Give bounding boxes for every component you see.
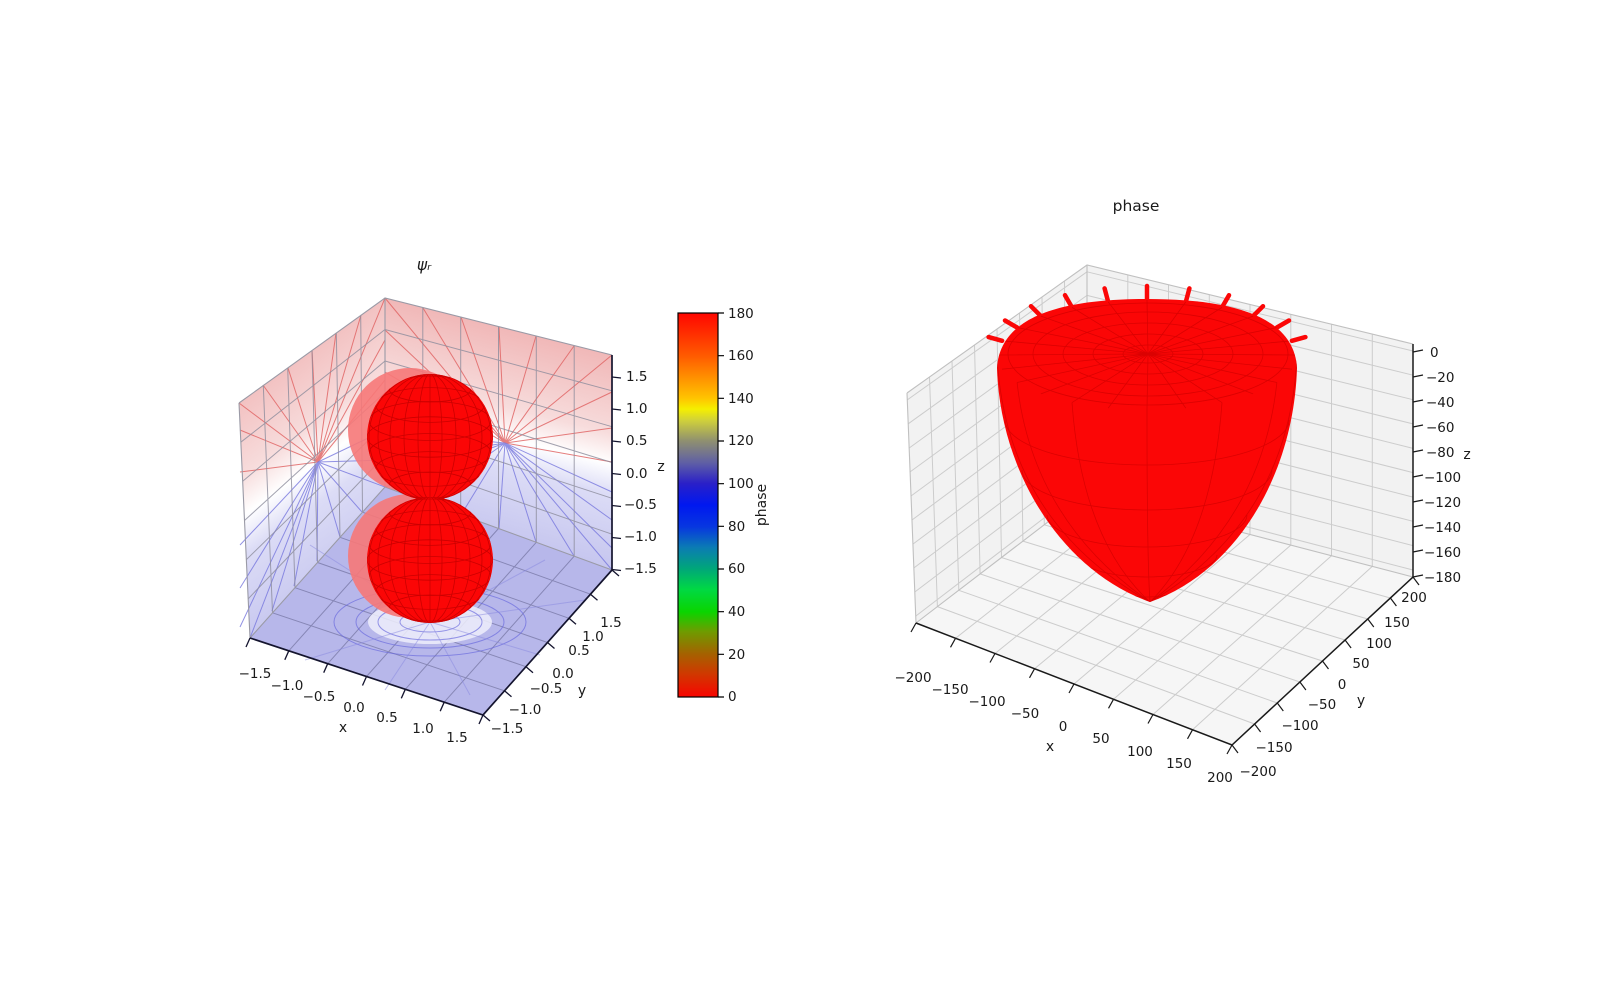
tick-label: 150	[1166, 756, 1192, 772]
tick-label: 0.5	[568, 643, 589, 659]
tick-label: −150	[931, 682, 968, 698]
tick-label: 1.5	[446, 730, 467, 746]
tick-label: −0.5	[530, 681, 563, 697]
left-plot-z-ticks	[611, 376, 622, 572]
tick-label: −50	[1308, 697, 1337, 713]
tick-label: 0	[1059, 719, 1068, 735]
tick-label: 180	[728, 306, 754, 322]
tick-label: 60	[728, 561, 745, 577]
tick-label: −200	[1239, 764, 1276, 780]
phase-bowl-rim-spikes	[986, 283, 1308, 344]
tick-label: −1.0	[509, 702, 542, 718]
right-plot: phase −200 −150 −100 −50 0 50 100 150 20…	[894, 197, 1470, 786]
tick-label: −80	[1426, 445, 1455, 461]
right-plot-xticklabels: −200 −150 −100 −50 0 50 100 150 200	[894, 670, 1232, 786]
tick-label: −0.5	[624, 497, 657, 513]
right-plot-zlabel: z	[1463, 447, 1470, 463]
right-plot-zticklabels: 0 −20 −40 −60 −80 −100 −120 −140 −160 −1…	[1424, 345, 1461, 586]
tick-label: 1.0	[626, 401, 647, 417]
tick-label: 200	[1207, 770, 1233, 786]
tick-label: 100	[1127, 744, 1153, 760]
right-plot-spines	[910, 344, 1424, 755]
right-plot-xlabel: x	[1046, 739, 1054, 755]
tick-label: −20	[1426, 370, 1455, 386]
tick-label: 0.0	[343, 700, 364, 716]
tick-label: 120	[728, 433, 754, 449]
tick-label: 20	[728, 647, 745, 663]
colorbar: 0 20 40 60 80 100 120 140 160 180 phase	[677, 306, 770, 705]
left-plot-yticklabels: −1.5 −1.0 −0.5 0.0 0.5 1.0 1.5	[491, 615, 622, 737]
tick-label: −140	[1424, 520, 1461, 536]
tick-label: −1.0	[624, 529, 657, 545]
tick-label: −100	[1424, 470, 1461, 486]
tick-label: −100	[1281, 718, 1318, 734]
tick-label: −120	[1424, 495, 1461, 511]
tick-label: 0	[1430, 345, 1439, 361]
right-plot-title: phase	[1113, 197, 1160, 215]
tick-label: 40	[728, 604, 745, 620]
tick-label: −0.5	[303, 689, 336, 705]
right-plot-surface-phase	[986, 283, 1308, 602]
tick-label: 50	[1092, 731, 1109, 747]
tick-label: 1.0	[582, 629, 603, 645]
left-plot: ψᵣ −1.5 −1.0 −0.5 0.0 0.5 1.0 1.5 x −1.5…	[238, 256, 665, 746]
tick-label: 80	[728, 519, 745, 535]
colorbar-label: phase	[754, 484, 770, 526]
tick-label: −150	[1255, 740, 1292, 756]
right-floor-grid	[937, 502, 1391, 731]
tick-label: −1.5	[624, 561, 657, 577]
tick-label: 160	[728, 348, 754, 364]
right-plot-z-ticks	[1412, 349, 1424, 578]
left-plot-xticklabels: −1.5 −1.0 −0.5 0.0 0.5 1.0 1.5	[239, 666, 468, 746]
right-plot-x-ticks	[910, 622, 1233, 755]
tick-label: −200	[894, 670, 931, 686]
left-plot-zlabel: z	[657, 459, 664, 475]
tick-label: 150	[1384, 615, 1410, 631]
left-plot-title: ψᵣ	[417, 256, 432, 274]
tick-label: −1.0	[271, 678, 304, 694]
right-plot-y-ticks	[1231, 576, 1420, 754]
left-plot-ylabel: y	[578, 683, 586, 699]
tick-label: −1.5	[239, 666, 272, 682]
tick-label: 1.0	[412, 721, 433, 737]
tick-label: 0	[728, 689, 737, 705]
left-plot-surface-psi	[348, 368, 493, 623]
tick-label: 0	[1338, 677, 1347, 693]
tick-label: −50	[1011, 706, 1040, 722]
left-plot-zticklabels: −1.5 −1.0 −0.5 0.0 0.5 1.0 1.5	[624, 369, 657, 577]
left-plot-xlabel: x	[339, 720, 347, 736]
tick-label: −180	[1424, 570, 1461, 586]
tick-label: 0.0	[552, 666, 573, 682]
colorbar-ticks	[718, 312, 724, 698]
left-wall-red-contours	[238, 297, 386, 473]
tick-label: 0.5	[376, 710, 397, 726]
colorbar-gradient	[677, 312, 719, 698]
left-plot-spines	[245, 355, 622, 725]
right-plot-floor-pane	[916, 492, 1413, 745]
tick-label: 0.5	[626, 433, 647, 449]
tick-label: 1.5	[600, 615, 621, 631]
left-plot-x-ticks	[245, 637, 484, 725]
tick-label: 200	[1401, 590, 1427, 606]
tick-label: 140	[728, 391, 754, 407]
tick-label: −1.5	[491, 721, 524, 737]
tick-label: 100	[728, 476, 754, 492]
left-plot-y-ticks	[482, 569, 620, 722]
right-plot-yticklabels: −200 −150 −100 −50 0 50 100 150 200	[1239, 590, 1426, 780]
tick-label: −160	[1424, 545, 1461, 561]
right-plot-ylabel: y	[1357, 693, 1365, 709]
tick-label: 0.0	[626, 466, 647, 482]
tick-label: −60	[1426, 420, 1455, 436]
tick-label: −40	[1426, 395, 1455, 411]
tick-label: −100	[968, 694, 1005, 710]
tick-label: 50	[1352, 656, 1369, 672]
tick-label: 1.5	[626, 369, 647, 385]
phase-bowl-wireframe	[997, 299, 1297, 602]
tick-label: 100	[1366, 636, 1392, 652]
colorbar-ticklabels: 0 20 40 60 80 100 120 140 160 180	[728, 306, 754, 705]
